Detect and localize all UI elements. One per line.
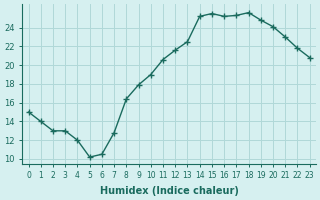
- X-axis label: Humidex (Indice chaleur): Humidex (Indice chaleur): [100, 186, 239, 196]
